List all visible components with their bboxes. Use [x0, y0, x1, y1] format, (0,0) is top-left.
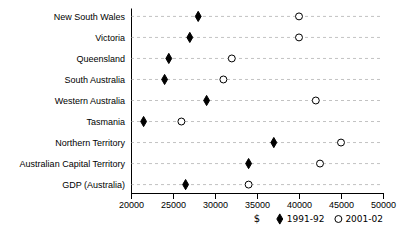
y-tick-label: Queensland — [76, 54, 125, 64]
x-tick-label: 40000 — [287, 200, 312, 210]
x-tick: 30000 — [203, 193, 228, 210]
dot — [245, 181, 252, 188]
dot — [338, 139, 345, 146]
legend-symbol — [335, 216, 342, 223]
dot — [317, 160, 324, 167]
grid-line — [131, 121, 383, 122]
dot — [162, 74, 168, 84]
marks — [131, 11, 383, 189]
y-tick: Australian Capital Territory — [20, 159, 131, 169]
y-tick-label: New South Wales — [54, 12, 126, 22]
y-tick-label: Northern Territory — [55, 138, 125, 148]
y-tick: South Australia — [64, 75, 131, 85]
dot — [183, 179, 189, 189]
x-axis-title: $ — [254, 213, 260, 224]
dot — [271, 137, 277, 147]
dot — [166, 53, 172, 63]
dot — [296, 34, 303, 41]
x-tick-mark — [131, 193, 132, 199]
dot — [220, 76, 227, 83]
grid-line — [131, 163, 383, 164]
chart: 20000 25000 30000 35000 40000 45000 50000 New S… — [0, 0, 397, 227]
legend-item: 1991-92 — [277, 214, 325, 224]
y-tick: New South Wales — [54, 12, 131, 22]
grid-line — [131, 184, 383, 185]
y-tick-label: Western Australia — [55, 96, 125, 106]
x-tick: 50000 — [371, 193, 396, 210]
x-tick-label: 20000 — [119, 200, 144, 210]
x-axis-line — [132, 194, 384, 200]
x-tick-mark — [299, 193, 300, 199]
y-tick: Victoria — [95, 33, 131, 43]
dot — [228, 55, 235, 62]
legend-item: 2001-02 — [335, 214, 383, 224]
x-tick-mark — [215, 193, 216, 199]
y-tick: Western Australia — [55, 96, 131, 106]
grid-line — [131, 37, 383, 38]
dot — [312, 97, 319, 104]
x-tick: 25000 — [161, 193, 186, 210]
x-tick-mark — [173, 193, 174, 199]
dot — [246, 158, 252, 168]
x-tick-mark — [383, 193, 384, 199]
x-tick-label: 45000 — [329, 200, 354, 210]
x-tick: 45000 — [329, 193, 354, 210]
grid-line — [131, 16, 383, 17]
grid-line — [131, 142, 383, 143]
x-tick-mark — [257, 193, 258, 199]
grid-line — [131, 100, 383, 101]
x-tick-label: 25000 — [161, 200, 186, 210]
dot — [178, 118, 185, 125]
dot — [187, 32, 193, 42]
y-tick-label: Australian Capital Territory — [20, 159, 126, 169]
y-tick-label: Tasmania — [86, 117, 125, 127]
y-axis-line — [131, 9, 132, 194]
y-tick: GDP (Australia) — [62, 180, 131, 190]
y-tick-label: South Australia — [64, 75, 125, 85]
x-tick: 40000 — [287, 193, 312, 210]
dot — [141, 116, 147, 126]
y-tick-label: GDP (Australia) — [62, 180, 125, 190]
legend-symbol — [277, 214, 283, 224]
dot — [195, 11, 201, 21]
y-tick: Tasmania — [86, 117, 131, 127]
x-tick-label: 30000 — [203, 200, 228, 210]
legend-label: 2001-02 — [345, 214, 383, 224]
x-tick: 35000 — [245, 193, 270, 210]
plot: 20000 25000 30000 35000 40000 45000 50000 New S… — [20, 9, 396, 211]
x-tick-label: 35000 — [245, 200, 270, 210]
x-tick: 20000 — [119, 193, 144, 210]
y-tick: Queensland — [76, 54, 131, 64]
dot — [204, 95, 210, 105]
dot — [296, 13, 303, 20]
x-tick-label: 50000 — [371, 200, 396, 210]
x-tick-mark — [341, 193, 342, 199]
legend: 1991-92 2001-02 — [277, 214, 383, 224]
legend-label: 1991-92 — [287, 214, 325, 224]
y-tick: Northern Territory — [55, 138, 131, 148]
y-axis: New South Wales Victoria Queensland South A… — [20, 9, 132, 194]
x-axis: 20000 25000 30000 35000 40000 45000 50000 — [119, 193, 396, 210]
grid-line — [131, 79, 383, 80]
y-tick-label: Victoria — [95, 33, 125, 43]
